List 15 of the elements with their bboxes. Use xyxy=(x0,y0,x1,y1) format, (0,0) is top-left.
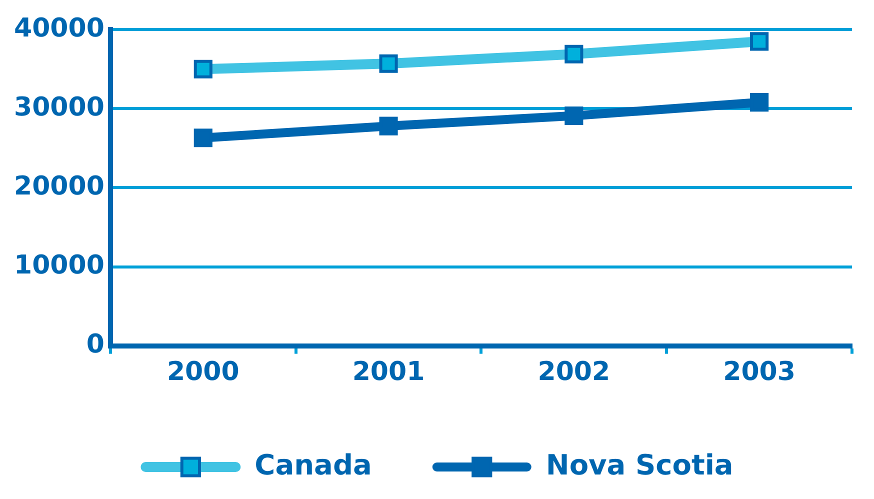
point xyxy=(379,116,398,136)
x-tick-label: 2000 xyxy=(166,357,240,388)
y-tick-label: 40000 xyxy=(14,13,104,44)
x-tick-label: 2003 xyxy=(723,357,796,388)
point xyxy=(564,106,584,126)
y-tick-label: 10000 xyxy=(14,250,104,280)
legend-label: Canada xyxy=(254,448,372,482)
x-tick-label: 2002 xyxy=(538,357,610,388)
y-tick-label: 0 xyxy=(86,330,104,360)
point xyxy=(750,93,769,112)
point xyxy=(194,128,212,148)
y-tick-label: 30000 xyxy=(14,92,104,122)
y-tick-label: 20000 xyxy=(14,171,104,202)
x-tick-label: 2001 xyxy=(352,357,425,388)
legend-label: Nova Scotia xyxy=(546,448,734,482)
